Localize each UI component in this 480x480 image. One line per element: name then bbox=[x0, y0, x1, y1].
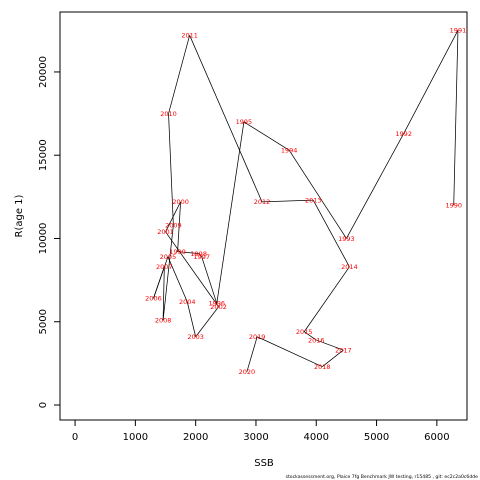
point-label-2010: 2010 bbox=[160, 110, 177, 118]
y-tick-label: 20000 bbox=[38, 56, 49, 88]
point-label-2013: 2013 bbox=[305, 196, 322, 204]
point-label-2004: 2004 bbox=[179, 298, 196, 306]
path-segment bbox=[316, 339, 344, 351]
path-segment bbox=[257, 336, 323, 368]
path-segment bbox=[453, 30, 459, 206]
path-segment bbox=[168, 113, 174, 226]
point-label-1991: 1991 bbox=[450, 27, 467, 35]
path-segment bbox=[303, 331, 317, 341]
point-label-2020: 2020 bbox=[239, 368, 256, 376]
point-label-2012: 2012 bbox=[254, 198, 271, 206]
point-label-2000: 2000 bbox=[172, 198, 189, 206]
y-axis: 0 5000 10000 15000 20000 bbox=[38, 56, 61, 408]
x-tick-label: 3000 bbox=[243, 432, 268, 443]
point-label-1992: 1992 bbox=[395, 130, 412, 138]
path-segment bbox=[167, 256, 188, 302]
x-tick-label: 6000 bbox=[424, 432, 449, 443]
point-label-1998: 1998 bbox=[190, 250, 207, 258]
point-label-2015: 2015 bbox=[296, 328, 313, 336]
point-label-1997: 1997 bbox=[193, 253, 210, 261]
point-label-2007: 2007 bbox=[156, 263, 173, 271]
point-label-1996: 1996 bbox=[208, 300, 225, 308]
path-segment bbox=[201, 256, 218, 304]
path-segment bbox=[195, 306, 219, 337]
path-segment bbox=[312, 200, 350, 267]
point-label-2016: 2016 bbox=[308, 336, 325, 344]
path-segment bbox=[322, 349, 344, 368]
path-segment bbox=[165, 231, 219, 307]
x-tick-label: 2000 bbox=[183, 432, 208, 443]
path-segment bbox=[198, 253, 202, 258]
point-label-2018: 2018 bbox=[314, 363, 331, 371]
path-segment bbox=[162, 225, 174, 321]
x-tick-label: 1000 bbox=[123, 432, 148, 443]
point-label-1999: 1999 bbox=[169, 248, 186, 256]
point-label-2009: 2009 bbox=[165, 221, 182, 229]
point-label-2014: 2014 bbox=[341, 263, 358, 271]
x-axis-title: SSB bbox=[254, 458, 274, 469]
path-segment bbox=[403, 30, 459, 134]
path-segment bbox=[216, 121, 245, 304]
y-tick-label: 10000 bbox=[38, 223, 49, 255]
path-segment bbox=[162, 266, 165, 321]
y-tick-label: 15000 bbox=[38, 139, 49, 171]
point-label-2008: 2008 bbox=[155, 316, 172, 324]
point-label-2019: 2019 bbox=[249, 333, 266, 341]
path-segment bbox=[303, 266, 350, 332]
point-label-2011: 2011 bbox=[181, 32, 198, 40]
point-label-1993: 1993 bbox=[338, 235, 355, 243]
path-segment bbox=[288, 150, 347, 239]
path-segment bbox=[186, 301, 197, 337]
path-segment bbox=[168, 35, 190, 114]
path-segment bbox=[261, 199, 314, 203]
x-axis: 0 1000 2000 3000 4000 5000 6000 bbox=[72, 419, 450, 443]
point-label-1990: 1990 bbox=[445, 201, 462, 209]
point-label-2003: 2003 bbox=[187, 333, 204, 341]
path-segment bbox=[346, 133, 405, 239]
path-segment bbox=[246, 336, 258, 372]
path-segment bbox=[177, 251, 199, 254]
y-tick-label: 5000 bbox=[38, 309, 49, 334]
footer-note: stockassessment.org, Plaice 7fg Benchmar… bbox=[286, 474, 479, 480]
point-label-1995: 1995 bbox=[236, 118, 253, 126]
plot-frame bbox=[59, 11, 468, 421]
point-label-2005: 2005 bbox=[160, 253, 177, 261]
y-axis-title: R(age 1) bbox=[14, 194, 25, 237]
path-segment bbox=[189, 35, 263, 202]
point-label-2001: 2001 bbox=[157, 228, 174, 236]
point-label-2002: 2002 bbox=[210, 303, 227, 311]
path-segment bbox=[153, 266, 165, 299]
x-tick-label: 4000 bbox=[304, 432, 329, 443]
point-label-2017: 2017 bbox=[335, 346, 352, 354]
y-tick-label: 0 bbox=[38, 402, 49, 408]
path-segment bbox=[243, 121, 290, 151]
path-segment bbox=[177, 201, 181, 252]
point-label-2006: 2006 bbox=[145, 295, 162, 303]
series-path bbox=[153, 30, 459, 372]
point-label-1994: 1994 bbox=[281, 147, 298, 155]
x-tick-label: 0 bbox=[72, 432, 78, 443]
x-tick-label: 5000 bbox=[364, 432, 389, 443]
